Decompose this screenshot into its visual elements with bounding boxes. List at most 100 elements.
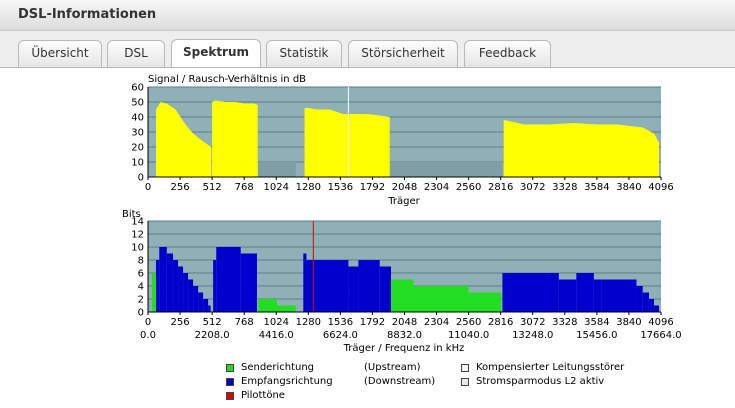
downstream-bar — [593, 279, 602, 312]
y-tick-label: 30 — [131, 128, 144, 139]
x-tick-label: 2816 — [488, 182, 513, 193]
legend-powersave-label: Stromsparmodus L2 aktiv — [476, 376, 605, 387]
downstream-bar — [601, 279, 637, 312]
y-tick-label: 10 — [131, 243, 144, 254]
y-tick-label: 0 — [138, 308, 144, 319]
snr-area — [156, 102, 212, 177]
legend-powersave-swatch — [461, 378, 469, 386]
x-tick-label: 1280 — [296, 317, 321, 328]
x-tick-label: 2048 — [392, 317, 417, 328]
x-tick-label: 3072 — [520, 182, 545, 193]
downstream-bar — [198, 292, 204, 312]
x-tick-label: 2816 — [488, 317, 513, 328]
tab-uebersicht[interactable]: Übersicht — [18, 40, 102, 67]
y-tick-label: 2 — [138, 295, 144, 306]
upstream-bar — [468, 292, 502, 312]
x-tick-label: 3328 — [552, 182, 577, 193]
x-tick-label: 1024 — [264, 182, 289, 193]
y-tick-label: 20 — [131, 143, 144, 154]
legend-compensated-swatch — [461, 364, 469, 372]
tab-feedback[interactable]: Feedback — [464, 40, 551, 67]
freq-tick-label: 17664.0 — [640, 330, 681, 341]
x-tick-label: 1792 — [360, 182, 385, 193]
freq-tick-label: 8832.0 — [387, 330, 422, 341]
legend-upstream-swatch — [226, 364, 234, 372]
snr-chart-xlabel: Träger — [387, 196, 420, 207]
upstream-bar — [152, 273, 157, 312]
x-tick-label: 512 — [203, 182, 222, 193]
downstream-bar — [576, 273, 594, 312]
x-tick-label: 2560 — [456, 317, 481, 328]
legend-downstream-swatch — [226, 378, 234, 386]
tab-dsl[interactable]: DSL — [107, 40, 165, 67]
x-tick-label: 0 — [145, 317, 151, 328]
downstream-bar — [653, 305, 659, 312]
y-tick-label: 40 — [131, 113, 144, 124]
tab-statistik[interactable]: Statistik — [266, 40, 342, 67]
downstream-bar — [213, 260, 217, 312]
downstream-bar — [173, 260, 179, 312]
x-tick-label: 3328 — [552, 317, 577, 328]
legend-downstream-dir: (Downstream) — [364, 376, 436, 387]
window-title: DSL-Informationen — [18, 7, 157, 22]
x-tick-label: 3072 — [520, 317, 545, 328]
x-tick-label: 3584 — [584, 182, 609, 193]
y-tick-label: 0 — [138, 173, 144, 184]
downstream-bar — [193, 286, 199, 312]
downstream-bar — [303, 253, 307, 312]
downstream-bar — [208, 305, 211, 312]
freq-tick-label: 4416.0 — [259, 330, 294, 341]
y-tick-label: 10 — [131, 158, 144, 169]
x-tick-label: 512 — [203, 317, 222, 328]
downstream-bar — [183, 273, 189, 312]
x-tick-label: 3584 — [584, 317, 609, 328]
x-tick-label: 3840 — [616, 182, 641, 193]
y-tick-label: 6 — [138, 269, 144, 280]
downstream-bar — [240, 253, 257, 312]
snr-low-band — [258, 162, 296, 177]
freq-tick-label: 13248.0 — [512, 330, 553, 341]
x-tick-label: 1792 — [360, 317, 385, 328]
tab-bar: Übersicht DSL Spektrum Statistik Störsic… — [0, 31, 735, 67]
legend-downstream-label: Empfangsrichtung — [241, 376, 333, 387]
y-tick-label: 60 — [131, 83, 144, 94]
x-tick-label: 1280 — [296, 182, 321, 193]
tab-stoersicherheit[interactable]: Störsicherheit — [348, 40, 458, 67]
downstream-bar — [203, 299, 209, 312]
y-tick-label: 12 — [131, 230, 144, 241]
x-tick-label: 2048 — [392, 182, 417, 193]
x-tick-label: 2304 — [424, 182, 449, 193]
tab-spektrum[interactable]: Spektrum — [171, 39, 261, 67]
x-tick-label: 1536 — [328, 317, 353, 328]
y-tick-label: 8 — [138, 256, 144, 267]
downstream-bar — [558, 279, 577, 312]
downstream-bar — [379, 266, 391, 312]
y-tick-label: 50 — [131, 98, 144, 109]
snr-chart-title: Signal / Rausch-Verhältnis in dB — [148, 74, 306, 85]
freq-tick-label: 11040.0 — [448, 330, 489, 341]
downstream-bar — [358, 260, 380, 312]
x-tick-label: 768 — [235, 182, 254, 193]
downstream-bar — [348, 266, 359, 312]
downstream-bar — [306, 260, 349, 312]
snr-area — [304, 108, 390, 177]
bits-chart-xlabel: Träger / Frequenz in kHz — [343, 343, 465, 354]
x-tick-label: 2560 — [456, 182, 481, 193]
upstream-bar — [413, 286, 469, 312]
x-tick-label: 1024 — [264, 317, 289, 328]
downstream-bar — [642, 292, 649, 312]
snr-chart: 0 10 20 30 40 50 60 0 256 512 768 1024 1280 1536 1792 2… — [131, 83, 673, 194]
x-tick-label: 4096 — [648, 317, 673, 328]
x-tick-label: 0 — [145, 182, 151, 193]
snr-area — [503, 120, 659, 177]
x-tick-label: 256 — [171, 317, 190, 328]
x-tick-label: 4096 — [648, 182, 673, 193]
x-tick-label: 2304 — [424, 317, 449, 328]
downstream-bar — [166, 253, 174, 312]
legend-pilot-swatch — [226, 392, 234, 400]
freq-tick-label: 6624.0 — [323, 330, 358, 341]
window-titlebar: DSL-Informationen — [0, 0, 735, 31]
x-tick-label: 1536 — [328, 182, 353, 193]
downstream-bar — [648, 299, 654, 312]
